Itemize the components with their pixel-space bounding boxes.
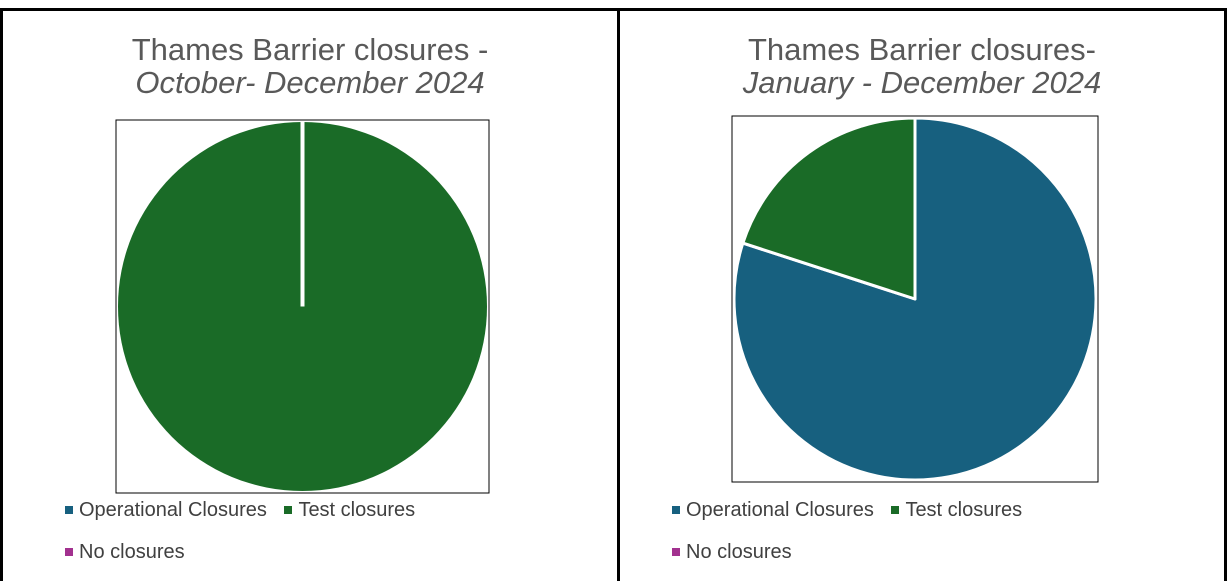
legend-label: Operational Closures [686, 499, 874, 521]
legend-label: No closures [79, 541, 185, 563]
legend-item-none: No closures [65, 541, 185, 563]
legend-label: Test closures [298, 499, 416, 521]
legend-swatch-none [65, 547, 73, 556]
chart-title: Thames Barrier closures - October- Decem… [3, 33, 617, 99]
pie-slice-test-closures [741, 116, 917, 301]
legend-label: Test closures [905, 499, 1023, 521]
legend-item-operational: Operational Closures [672, 499, 874, 521]
legend-swatch-operational [672, 505, 680, 514]
pie-chart [731, 115, 1099, 483]
legend-item-none: No closures [672, 541, 792, 563]
chart-title-line-2: January - December 2024 [742, 65, 1102, 100]
chart-panel-january-december: Thames Barrier closures- January - Decem… [617, 8, 1227, 581]
legend-item-test: Test closures [891, 499, 1022, 521]
legend-row-2: No closures [65, 541, 197, 563]
chart-title-line-1: Thames Barrier closures- [748, 32, 1096, 67]
legend-row-2: No closures [672, 541, 804, 563]
legend-item-operational: Operational Closures [65, 499, 267, 521]
legend-swatch-test [891, 505, 900, 514]
legend-row-1: Operational Closures Test closures [65, 499, 427, 521]
legend-swatch-none [672, 547, 680, 556]
chart-title: Thames Barrier closures- January - Decem… [620, 33, 1224, 99]
legend-item-test: Test closures [284, 499, 415, 521]
legend-swatch-operational [65, 505, 73, 514]
legend-swatch-test [284, 505, 293, 514]
pie-slice-operational-closures [732, 116, 1098, 482]
plot-area-border [731, 115, 1099, 483]
plot-area-border [115, 119, 490, 494]
legend-row-1: Operational Closures Test closures [672, 499, 1034, 521]
pie-chart [115, 119, 490, 494]
chart-panel-october-december: Thames Barrier closures - October- Decem… [0, 8, 619, 581]
chart-title-line-1: Thames Barrier closures - [131, 32, 489, 67]
chart-title-line-2: October- December 2024 [135, 65, 485, 100]
legend-label: No closures [686, 541, 792, 563]
legend-label: Operational Closures [79, 499, 267, 521]
